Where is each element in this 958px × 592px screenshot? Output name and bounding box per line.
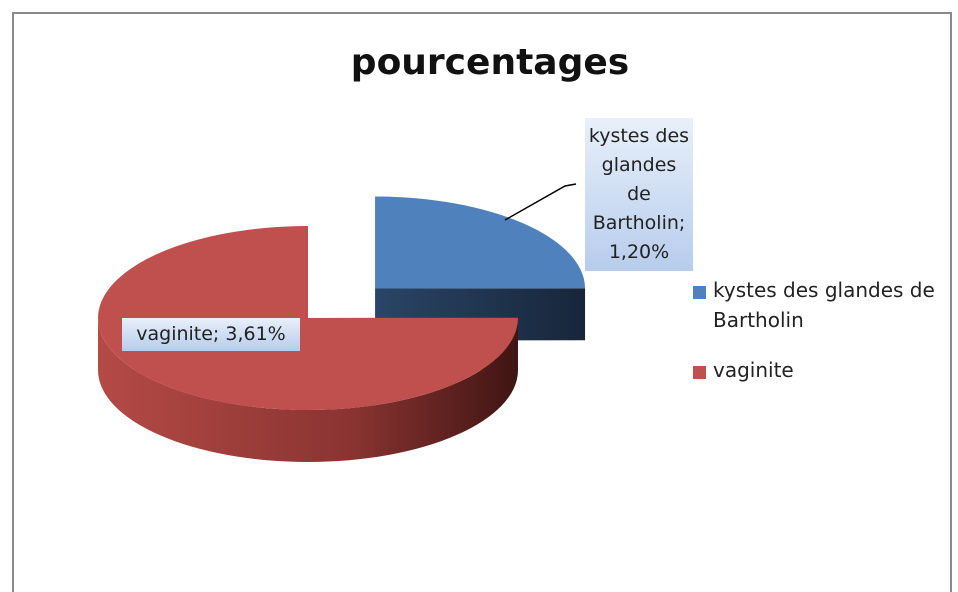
data-label: kystes des glandes de Bartholin; 1,20% bbox=[585, 118, 693, 271]
data-label: vaginite; 3,61% bbox=[122, 318, 300, 351]
legend-label: kystes des glandes de Bartholin bbox=[713, 278, 935, 332]
legend-label: vaginite bbox=[713, 358, 794, 382]
legend-swatch bbox=[693, 366, 706, 379]
slice bbox=[98, 225, 519, 410]
chart-border bbox=[12, 12, 952, 592]
chart-title: pourcentages bbox=[350, 42, 630, 83]
slice-wall bbox=[98, 318, 518, 462]
legend-swatch bbox=[693, 286, 706, 299]
leader-line bbox=[504, 183, 577, 221]
slice bbox=[375, 196, 586, 289]
